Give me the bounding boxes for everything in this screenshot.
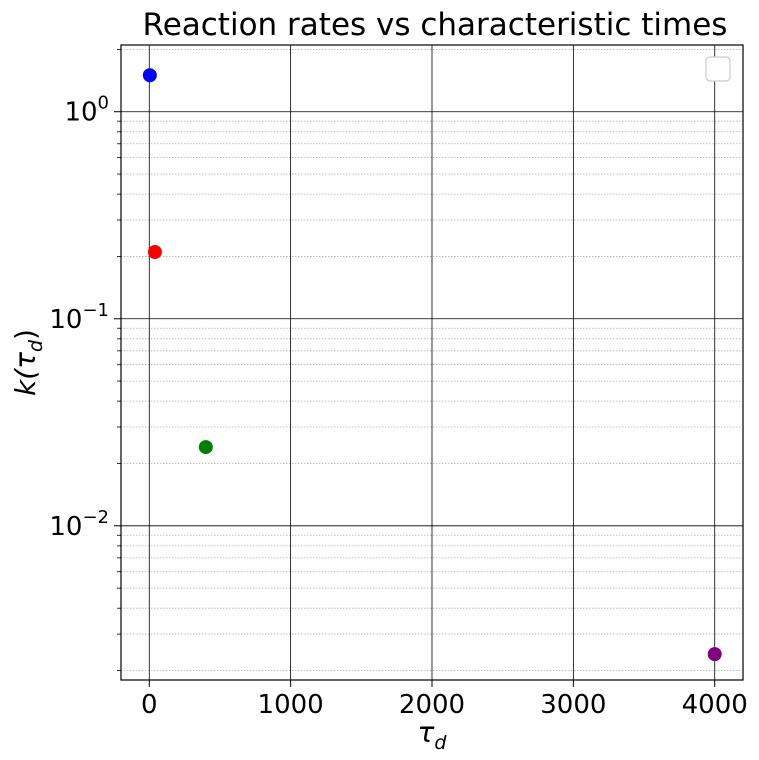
x-tick-label: 0: [141, 690, 158, 720]
axis-ticks: [114, 48, 716, 687]
major-grid: [121, 45, 743, 680]
data-points: [142, 68, 722, 662]
y-tick-labels: 100 10−1 10−2: [49, 93, 109, 542]
x-tick-label: 4000: [682, 690, 748, 720]
y-tick-label: 10−1: [49, 300, 109, 335]
y-tick-label: 100: [64, 93, 109, 128]
x-tick-labels: 0 1000 2000 3000 4000: [141, 690, 748, 720]
x-tick-label: 2000: [399, 690, 465, 720]
data-point: [707, 647, 722, 662]
data-point: [142, 68, 157, 83]
x-tick-label: 3000: [540, 690, 606, 720]
x-axis-label: τd: [418, 716, 448, 754]
chart-title: Reaction rates vs characteristic times: [143, 7, 728, 43]
x-tick-label: 1000: [258, 690, 324, 720]
y-tick-label: 10−2: [49, 507, 109, 542]
y-axis-label: k(τd): [9, 329, 47, 396]
plot-frame: [120, 44, 744, 681]
data-point: [147, 245, 162, 260]
legend-box: [705, 56, 731, 82]
data-point: [198, 440, 213, 455]
